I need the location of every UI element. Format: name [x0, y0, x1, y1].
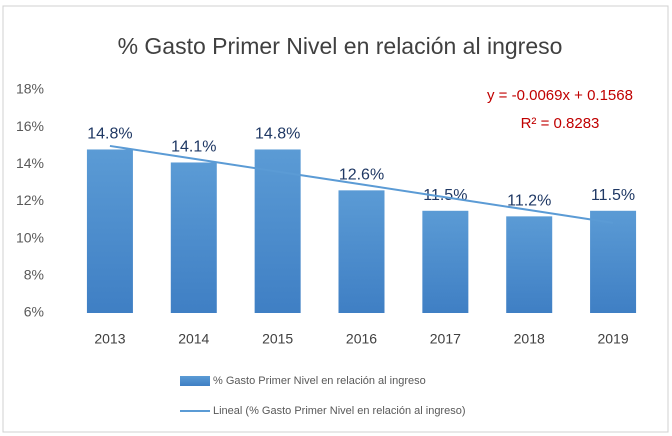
y-tick-label: 18%: [16, 81, 44, 97]
data-label: 14.8%: [87, 126, 132, 143]
y-tick-label: 6%: [24, 304, 44, 320]
y-tick-label: 12%: [16, 192, 44, 208]
trend-equation: y = -0.0069x + 0.1568: [487, 87, 633, 104]
bar: [254, 149, 301, 313]
legend-label: Lineal (% Gasto Primer Nivel en relación…: [213, 405, 466, 417]
data-label: 14.8%: [255, 126, 300, 143]
x-tick-label: 2017: [430, 331, 461, 347]
trend-r2: R² = 0.8283: [521, 115, 600, 132]
data-label: 12.6%: [339, 167, 384, 184]
bar: [338, 190, 385, 313]
y-tick-label: 10%: [16, 229, 44, 245]
bar: [422, 210, 469, 313]
bar: [86, 149, 133, 313]
bar: [506, 216, 553, 313]
x-tick-label: 2016: [346, 331, 377, 347]
y-tick-label: 8%: [24, 267, 44, 283]
legend-label: % Gasto Primer Nivel en relación al ingr…: [213, 375, 426, 387]
trend-line: [109, 144, 614, 224]
bar: [170, 162, 217, 313]
y-tick-label: 16%: [16, 118, 44, 134]
bar: [590, 210, 637, 313]
data-label: 14.1%: [171, 139, 216, 156]
legend-swatch: [180, 376, 210, 386]
x-tick-label: 2018: [514, 331, 545, 347]
data-label: 11.5%: [591, 187, 635, 204]
chart-title: % Gasto Primer Nivel en relación al ingr…: [118, 33, 563, 59]
x-tick-label: 2019: [597, 331, 628, 347]
y-tick-label: 14%: [16, 155, 44, 171]
x-tick-label: 2013: [94, 331, 125, 347]
x-tick-label: 2015: [262, 331, 293, 347]
x-tick-label: 2014: [178, 331, 209, 347]
data-label: 11.2%: [507, 193, 551, 210]
